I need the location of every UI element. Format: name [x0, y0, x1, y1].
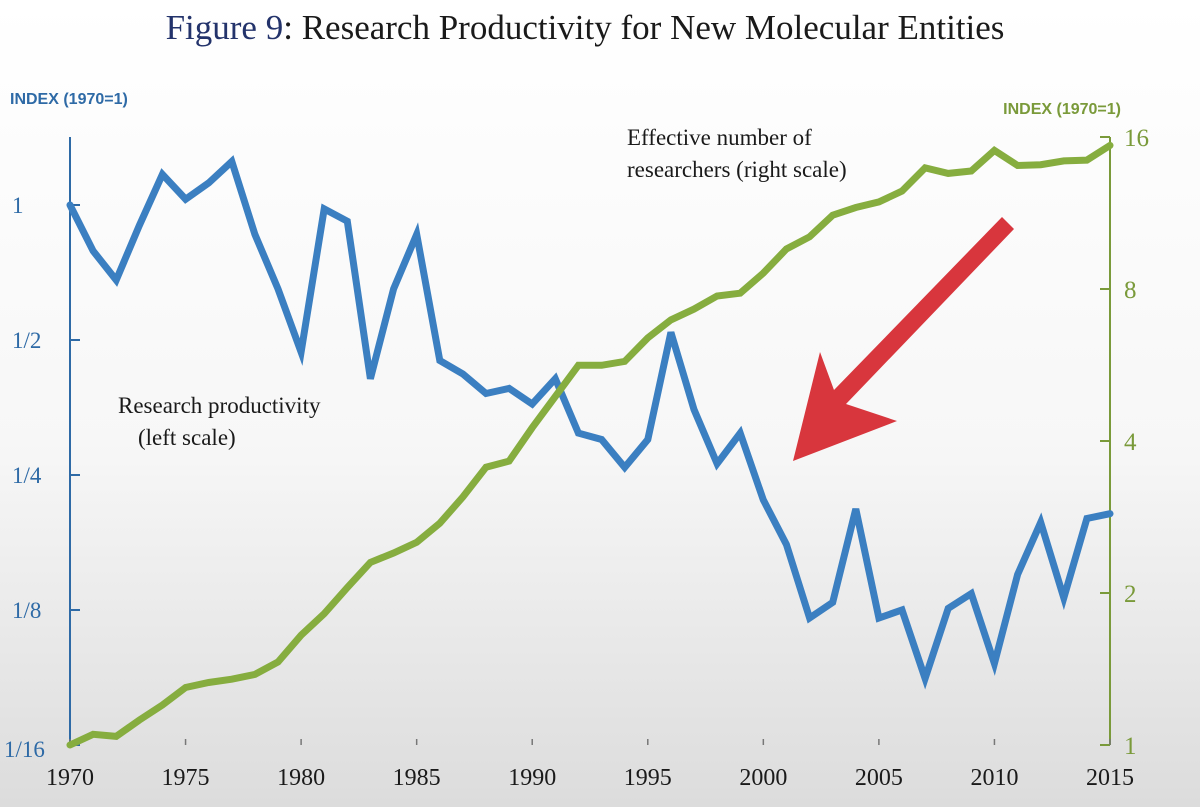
right-tick-label: 16 — [1124, 125, 1149, 152]
x-tick-label: 1975 — [162, 765, 210, 791]
right-tick-label: 2 — [1124, 581, 1137, 608]
right-tick-label: 8 — [1124, 277, 1137, 304]
x-tick-label: 1970 — [46, 765, 94, 791]
researchers-annotation-line2: researchers (right scale) — [627, 154, 847, 186]
x-tick-label: 2005 — [855, 765, 903, 791]
x-tick-label: 1985 — [393, 765, 441, 791]
productivity-annotation-line2: (left scale) — [118, 422, 320, 454]
trend-arrow-group — [793, 217, 1014, 461]
productivity-annotation: Research productivity (left scale) — [118, 390, 320, 454]
x-tick-label: 1995 — [624, 765, 672, 791]
left-tick-label: 1 — [12, 193, 24, 218]
right-tick-label: 1 — [1124, 733, 1137, 760]
x-tick-label: 2015 — [1086, 765, 1134, 791]
x-tick-label: 1990 — [508, 765, 556, 791]
left-tick-label: 1/16 — [4, 737, 45, 762]
researchers-annotation-line1: Effective number of — [627, 122, 847, 154]
x-tick-label: 2010 — [970, 765, 1018, 791]
left-tick-label: 1/2 — [12, 328, 41, 353]
x-tick-label: 2000 — [739, 765, 787, 791]
left-tick-label: 1/8 — [12, 598, 41, 623]
productivity-annotation-line1: Research productivity — [118, 390, 320, 422]
right-tick-label: 4 — [1124, 429, 1137, 456]
x-tick-label: 1980 — [277, 765, 325, 791]
left-tick-label: 1/4 — [12, 463, 42, 488]
red-trend-arrow — [793, 217, 1014, 461]
researchers-annotation: Effective number of researchers (right s… — [627, 122, 847, 186]
